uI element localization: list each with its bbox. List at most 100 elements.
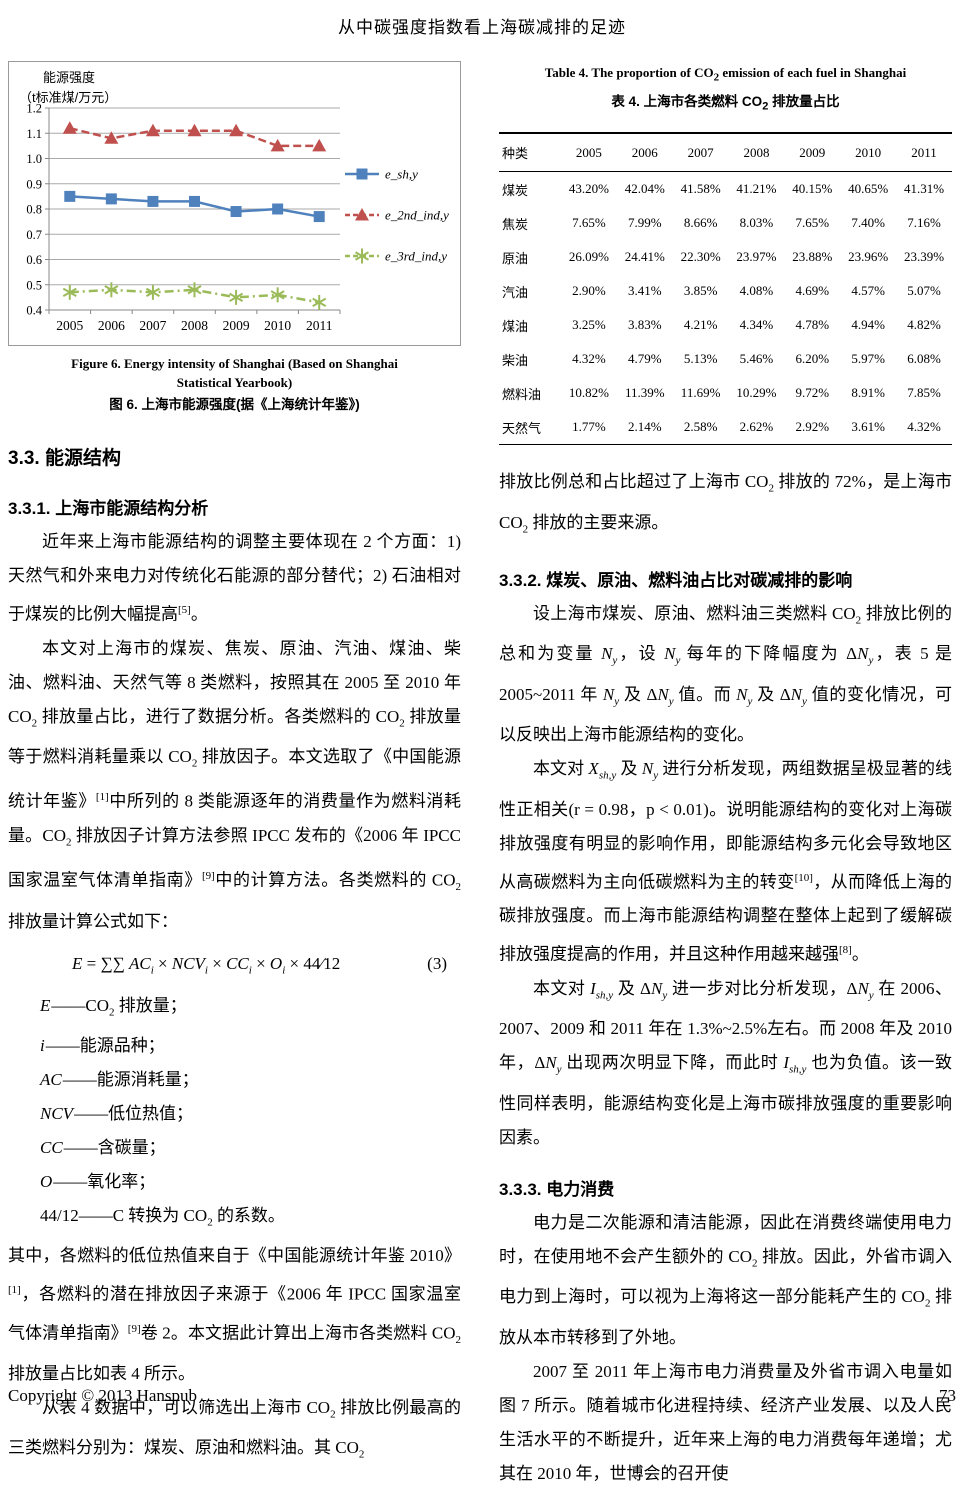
value-cell: 41.21% bbox=[736, 181, 777, 197]
y-tick-label: 0.9 bbox=[26, 177, 42, 191]
value-cell: 4.79% bbox=[627, 351, 662, 367]
value-cell: 2.92% bbox=[795, 419, 830, 435]
figure6-chart-box: 能源强度 （t标准煤/万元） 0.4 0.5 0.6 0.7 0.8 0.9 1.0 1.1 1.2… bbox=[8, 61, 461, 346]
figure6-caption: Figure 6. Energy intensity of Shanghai (… bbox=[8, 354, 461, 416]
table-header-row: 种类 2005 2006 2007 2008 2009 2010 2011 bbox=[499, 133, 952, 173]
value-cell: 4.69% bbox=[795, 283, 830, 299]
series-triangle bbox=[62, 121, 327, 152]
col-header-year: 2009 bbox=[784, 133, 841, 173]
value-cell: 9.72% bbox=[795, 385, 830, 401]
figure6-caption-en-line1: Figure 6. Energy intensity of Shanghai (… bbox=[71, 356, 398, 371]
fuel-type-cell: 煤油 bbox=[502, 318, 529, 334]
legend-label: e_3rd_ind,y bbox=[385, 249, 447, 264]
value-cell: 8.66% bbox=[683, 215, 718, 231]
table-row: 汽油 2.90% 3.41% 3.85% 4.08% 4.69% 4.57% 5.07% bbox=[499, 274, 952, 308]
fuel-type-cell: 柴油 bbox=[502, 352, 529, 368]
value-cell: 8.91% bbox=[851, 385, 885, 401]
definition-line: O——氧化率； bbox=[40, 1171, 156, 1191]
value-cell: 3.25% bbox=[572, 317, 606, 333]
page-footer: Copyright © 2013 Hanspub 73 bbox=[8, 1386, 956, 1406]
fuel-type-cell: 焦炭 bbox=[502, 216, 529, 232]
table-row: 原油 26.09% 24.41% 22.30% 23.97% 23.88% 23.96% 23… bbox=[499, 240, 952, 274]
definition-line: NCV——低位热值； bbox=[40, 1103, 194, 1123]
marker-square bbox=[272, 203, 284, 215]
value-cell: 6.08% bbox=[907, 351, 941, 367]
value-cell: 3.41% bbox=[627, 283, 662, 299]
value-cell: 10.82% bbox=[568, 385, 609, 401]
legend-label: e_2nd_ind,y bbox=[385, 208, 449, 223]
paragraph: 本文对 Xsh,y 及 Ny 进行分析发现，两组数据呈极显著的线性正相关(r =… bbox=[499, 759, 953, 964]
paragraph: 本文对 Ish,y 及 ΔNy 进一步对比分析发现，ΔNy 在 2006、200… bbox=[499, 978, 953, 1147]
x-tick-label: 2007 bbox=[139, 318, 166, 333]
value-cell: 7.65% bbox=[572, 215, 606, 231]
value-cell: 4.78% bbox=[795, 317, 830, 333]
definition-line: CC——含碳量； bbox=[40, 1137, 166, 1157]
marker-triangle bbox=[229, 123, 244, 137]
value-cell: 23.97% bbox=[736, 249, 777, 265]
paragraph: 2007 至 2011 年上海市电力消费量及外省市调入电量如图 7 所示。随着城… bbox=[499, 1361, 952, 1483]
legend-label: e_sh,y bbox=[385, 167, 418, 182]
x-tick-label: 2010 bbox=[264, 318, 291, 333]
fuel-type-cell: 原油 bbox=[502, 250, 529, 266]
marker-square bbox=[147, 195, 159, 207]
section-heading-3-3-3: 3.3.3. 电力消费 bbox=[499, 1179, 615, 1199]
value-cell: 1.77% bbox=[572, 419, 606, 435]
x-tick-label: 2011 bbox=[306, 318, 333, 333]
value-cell: 6.20% bbox=[795, 351, 830, 367]
value-cell: 3.61% bbox=[851, 419, 885, 435]
value-cell: 4.34% bbox=[739, 317, 774, 333]
value-cell: 4.32% bbox=[907, 419, 941, 435]
section-heading-3-3-2: 3.3.2. 煤炭、原油、燃料油占比对碳减排的影响 bbox=[499, 571, 853, 591]
value-cell: 23.39% bbox=[903, 249, 945, 265]
marker-star bbox=[145, 287, 160, 297]
fuel-co2-proportion-table: 种类 2005 2006 2007 2008 2009 2010 2011 煤炭 43.20% 42… bbox=[499, 132, 952, 446]
value-cell: 4.82% bbox=[907, 317, 941, 333]
marker-square bbox=[230, 206, 242, 218]
value-cell: 3.85% bbox=[683, 283, 718, 299]
value-cell: 7.16% bbox=[907, 215, 941, 231]
table-row: 柴油 4.32% 4.79% 5.13% 5.46% 6.20% 5.97% 6.08% bbox=[499, 342, 952, 376]
definition-line: i——能源品种； bbox=[40, 1035, 165, 1055]
col-header-year: 2006 bbox=[616, 133, 673, 173]
col-header-type: 种类 bbox=[499, 133, 561, 173]
value-cell: 4.08% bbox=[739, 283, 774, 299]
value-cell: 5.07% bbox=[907, 283, 941, 299]
y-tick-label: 0.4 bbox=[26, 304, 42, 318]
table4-title-en: Table 4. The proportion of CO2 emission … bbox=[544, 65, 907, 84]
value-cell: 26.09% bbox=[568, 249, 609, 265]
value-cell: 22.30% bbox=[680, 249, 721, 265]
marker-square bbox=[64, 190, 76, 202]
fuel-type-cell: 煤炭 bbox=[502, 182, 529, 198]
equation-number: (3) bbox=[427, 953, 447, 973]
value-cell: 4.94% bbox=[851, 317, 885, 333]
col-header-year: 2011 bbox=[896, 133, 952, 173]
table4-title-zh: 表 4. 上海市各类燃料 CO2 排放量占比 bbox=[611, 93, 840, 113]
marker-square bbox=[105, 193, 117, 205]
paragraph: 近年来上海市能源结构的调整主要体现在 2 个方面：1) 天然气和外来电力对传统化… bbox=[8, 532, 461, 624]
value-cell: 11.69% bbox=[680, 385, 721, 401]
marker-star bbox=[312, 297, 327, 308]
marker-triangle bbox=[62, 121, 77, 134]
fuel-type-cell: 燃料油 bbox=[502, 386, 542, 402]
value-cell: 2.14% bbox=[627, 419, 662, 435]
value-cell: 4.21% bbox=[683, 317, 718, 333]
table-row: 天然气 1.77% 2.14% 2.58% 2.62% 2.92% 3.61% 4.32% bbox=[499, 410, 952, 445]
value-cell: 42.04% bbox=[624, 181, 665, 197]
y-axis-title-line2: （t标准煤/万元） bbox=[19, 90, 117, 105]
marker-triangle bbox=[145, 123, 160, 137]
marker-square bbox=[356, 168, 368, 180]
value-cell: 4.32% bbox=[572, 351, 606, 367]
x-tick-label: 2009 bbox=[223, 318, 250, 333]
figure6-caption-en-line2: Statistical Yearbook) bbox=[176, 375, 293, 390]
y-tick-label: 0.7 bbox=[26, 228, 42, 242]
marker-star bbox=[62, 287, 77, 297]
value-cell: 2.58% bbox=[683, 419, 718, 435]
col-header-year: 2007 bbox=[672, 133, 729, 173]
value-cell: 4.57% bbox=[851, 283, 885, 299]
marker-square bbox=[189, 195, 200, 207]
paragraph: 其中，各燃料的低位热值来自于《中国能源统计年鉴 2010》[1]，各燃料的潜在排… bbox=[8, 1246, 461, 1384]
x-tick-label: 2006 bbox=[98, 318, 125, 333]
paragraph: 本文对上海市的煤炭、焦炭、原油、汽油、煤油、柴油、燃料油、天然气等 8 类燃料，… bbox=[8, 638, 462, 931]
marker-triangle bbox=[355, 208, 369, 221]
marker-star bbox=[187, 285, 202, 295]
